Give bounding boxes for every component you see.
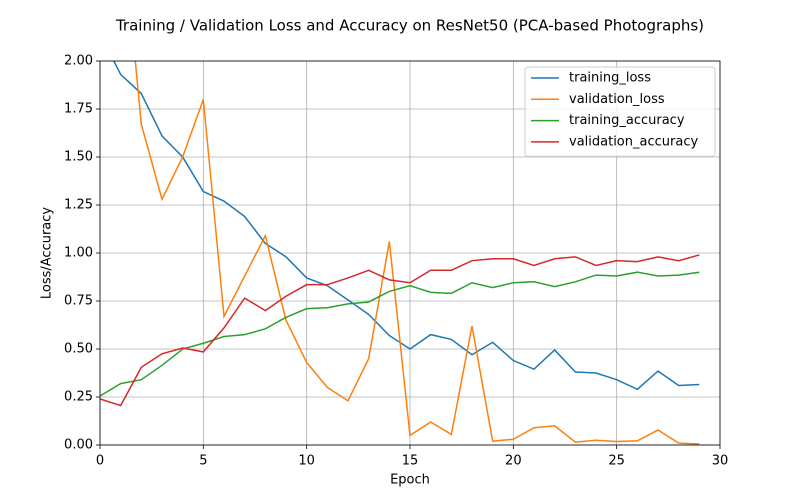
y-tick-label: 2.00: [64, 54, 93, 69]
x-tick-label: 25: [608, 454, 625, 469]
y-tick-label: 1.25: [64, 198, 93, 213]
legend-label: training_accuracy: [569, 113, 685, 128]
chart-title: Training / Validation Loss and Accuracy …: [115, 17, 704, 35]
legend-label: validation_accuracy: [569, 134, 698, 149]
legend-label: validation_loss: [569, 92, 665, 107]
y-tick-label: 0.75: [64, 294, 93, 309]
legend-box: [524, 66, 716, 157]
x-tick-label: 10: [298, 454, 315, 469]
y-tick-label: 1.75: [64, 102, 93, 117]
grid: 0 5 10 15 20 25 30 0.00 0.25 0.50 0.75 1.00 1.25 1.50…: [64, 54, 728, 469]
y-tick-label: 1.00: [64, 246, 93, 261]
x-tick-label: 20: [505, 454, 522, 469]
plot-lines: [100, 61, 700, 445]
series-line: [134, 61, 700, 445]
legend: training_loss validation_loss training_acc…: [524, 66, 716, 157]
legend-label: training_loss: [569, 71, 651, 86]
x-tick-label: 0: [96, 454, 104, 469]
x-tick-label: 15: [402, 454, 419, 469]
plot-frame: [99, 60, 721, 446]
x-axis-label: Epoch: [390, 473, 430, 488]
y-axis-label: Loss/Accuracy: [40, 207, 55, 300]
series-line: [100, 271, 700, 397]
y-tick-label: 0.00: [64, 438, 93, 453]
x-tick-label: 30: [712, 454, 729, 469]
y-tick-label: 1.50: [64, 150, 93, 165]
x-tick-label: 5: [199, 454, 207, 469]
series-line: [100, 254, 700, 407]
y-tick-label: 0.50: [64, 342, 93, 357]
y-tick-label: 0.25: [64, 390, 93, 405]
